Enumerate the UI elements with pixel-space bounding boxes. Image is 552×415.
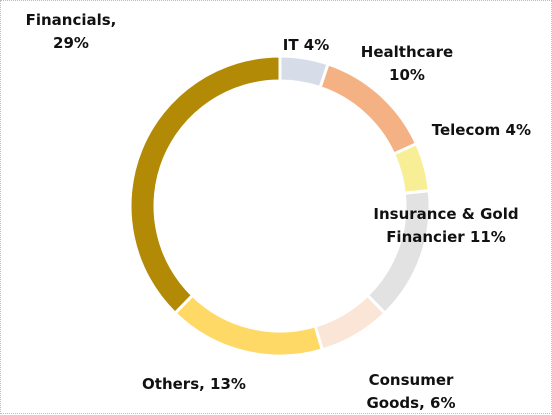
data-label: Consumer Goods, 6%: [366, 371, 456, 412]
data-label: Financials, 29%: [25, 11, 117, 52]
slice: [391, 141, 431, 195]
slice: [313, 293, 388, 352]
slice: [172, 293, 325, 358]
data-label: Insurance & Gold Financier 11%: [373, 205, 519, 246]
data-label: IT 4%: [282, 36, 330, 54]
data-label: Telecom 4%: [431, 121, 531, 139]
slice: [128, 54, 282, 316]
data-label: Healthcare 10%: [360, 43, 454, 84]
data-label: Others, 13%: [142, 375, 246, 393]
